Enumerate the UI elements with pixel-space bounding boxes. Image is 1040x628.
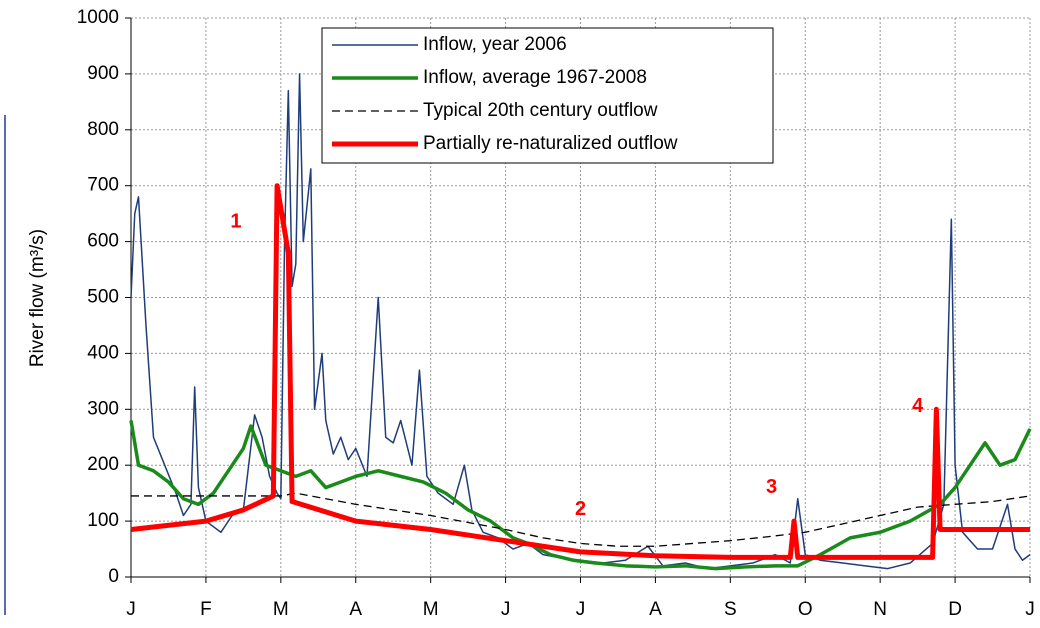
- y-tick-label: 0: [108, 566, 119, 587]
- y-tick-label: 100: [87, 510, 119, 531]
- x-tick-label: A: [649, 599, 662, 620]
- y-tick-label: 1000: [77, 7, 119, 28]
- annotation: 2: [575, 498, 586, 520]
- x-tick-label: N: [873, 599, 887, 620]
- y-tick-label: 900: [87, 63, 119, 84]
- legend-label: Typical 20th century outflow: [423, 100, 658, 121]
- legend-label: Partially re-naturalized outflow: [423, 133, 678, 154]
- annotation: 1: [230, 210, 241, 232]
- series-line: [131, 492, 1031, 547]
- x-tick-label: D: [948, 599, 962, 620]
- y-axis-label: River flow (m³/s): [27, 229, 48, 367]
- x-tick-label: S: [724, 599, 737, 620]
- y-tick-label: 500: [87, 287, 119, 308]
- legend-box: [321, 27, 774, 164]
- y-tick-label: 800: [87, 119, 119, 140]
- annotation: 4: [912, 395, 924, 417]
- x-tick-label: M: [423, 599, 439, 620]
- legend-label: Inflow, average 1967-2008: [423, 67, 647, 88]
- annotation: 3: [766, 476, 777, 498]
- x-tick-label: J: [1025, 599, 1035, 620]
- y-tick-label: 700: [87, 175, 119, 196]
- x-tick-label: J: [126, 599, 136, 620]
- x-tick-label: O: [798, 599, 813, 620]
- x-tick-label: J: [501, 599, 511, 620]
- x-tick-label: M: [273, 599, 289, 620]
- series-line: [130, 73, 1031, 570]
- series-line: [130, 183, 1030, 560]
- y-tick-label: 200: [87, 454, 119, 475]
- y-tick-label: 300: [87, 398, 119, 419]
- legend-label: Inflow, year 2006: [423, 34, 567, 55]
- x-tick-label: J: [576, 599, 586, 620]
- x-tick-label: A: [349, 599, 362, 620]
- series-line: [129, 420, 1032, 571]
- x-tick-label: F: [200, 599, 212, 620]
- y-tick-label: 600: [87, 231, 119, 252]
- y-tick-label: 400: [87, 342, 119, 363]
